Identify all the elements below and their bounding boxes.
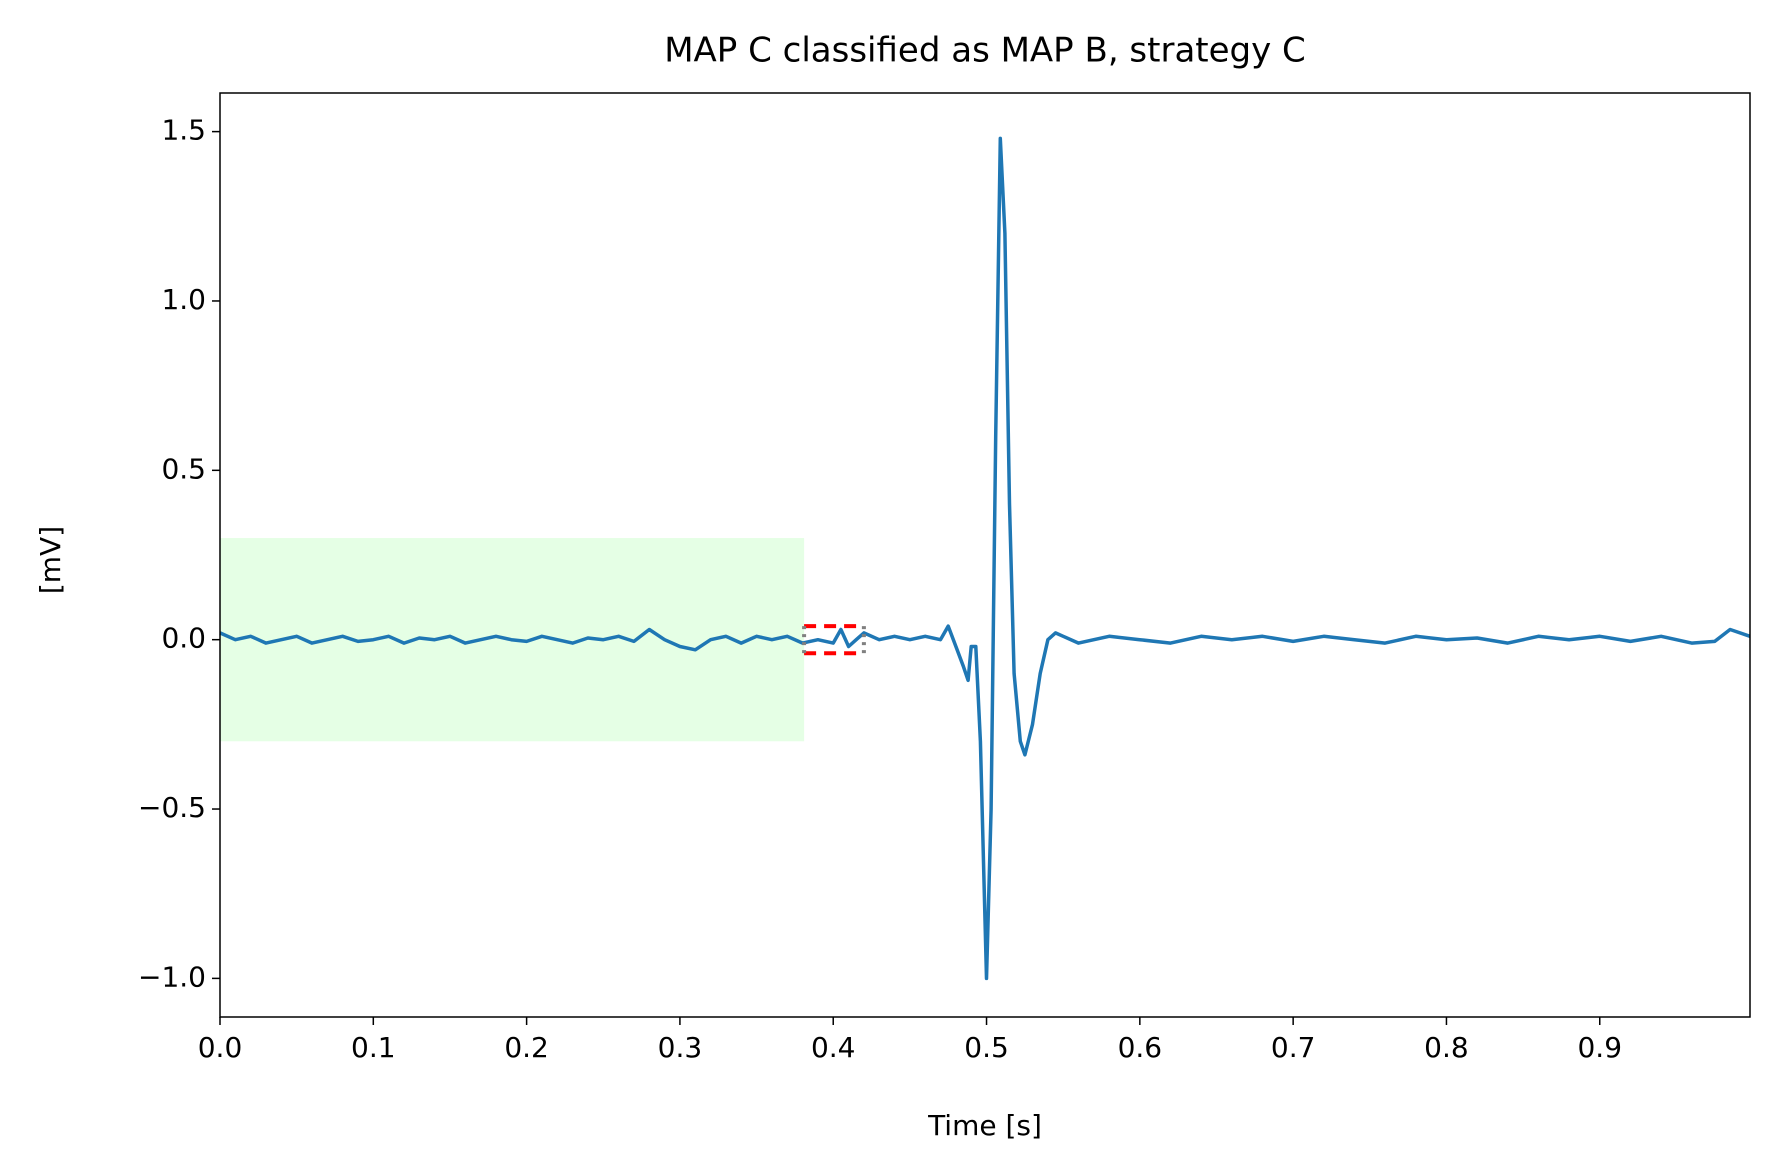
x-tick-label: 0.2 bbox=[504, 1031, 549, 1064]
signal-line bbox=[219, 136, 1751, 981]
chart-title: MAP C classified as MAP B, strategy C bbox=[664, 31, 1306, 71]
x-tick-label: 0.8 bbox=[1424, 1031, 1469, 1064]
x-tick-label: 0.5 bbox=[964, 1031, 1009, 1064]
x-axis-label: Time [s] bbox=[927, 1109, 1042, 1142]
x-tick-label: 0.4 bbox=[811, 1031, 856, 1064]
y-tick-label: −0.5 bbox=[138, 791, 206, 824]
x-tick-label: 0.0 bbox=[198, 1031, 243, 1064]
y-tick-label: 1.5 bbox=[161, 114, 206, 147]
x-tick-label: 0.3 bbox=[658, 1031, 703, 1064]
y-tick-label: 0.5 bbox=[161, 452, 206, 485]
plot-frame bbox=[219, 92, 1751, 1018]
x-tick-label: 0.7 bbox=[1271, 1031, 1316, 1064]
x-tick-label: 0.1 bbox=[351, 1031, 396, 1064]
y-tick-label: −1.0 bbox=[138, 960, 206, 993]
y-tick-label: 1.0 bbox=[161, 283, 206, 316]
x-tick-label: 0.9 bbox=[1577, 1031, 1622, 1064]
x-tick-label: 0.6 bbox=[1118, 1031, 1163, 1064]
y-axis-label: [mV] bbox=[34, 526, 67, 594]
y-tick-label: 0.0 bbox=[161, 622, 206, 655]
